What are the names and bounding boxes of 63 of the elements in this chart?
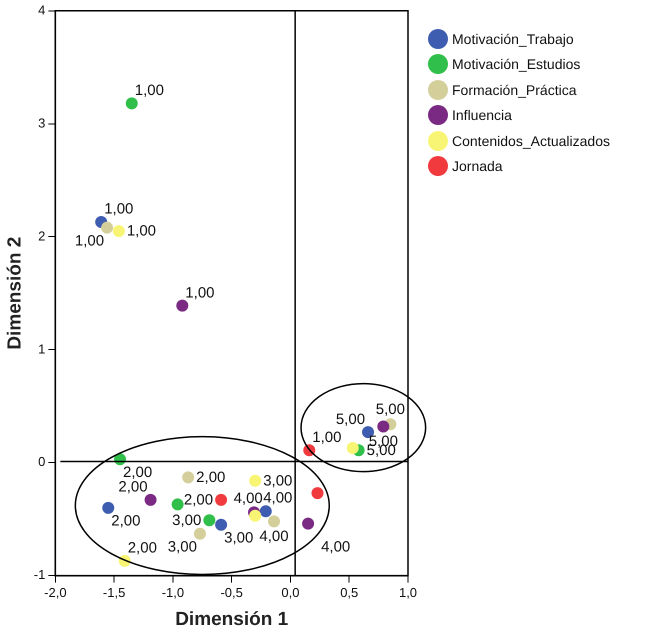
annotation: 3,00 <box>224 529 254 546</box>
annotation: 2,00 <box>118 478 148 496</box>
legend-label: Motivación_Estudios <box>452 56 580 72</box>
x-tick-label: 1,0 <box>398 584 418 600</box>
annotation: 1,00 <box>134 82 164 100</box>
point <box>172 498 184 510</box>
point <box>112 225 125 238</box>
x-tick-label: -0,5 <box>220 584 243 600</box>
annotation: 2,00 <box>196 468 226 486</box>
annotation: 3,00 <box>263 472 292 490</box>
x-axis-title: Dimensión 1 <box>175 608 289 630</box>
annotation: 4,00 <box>263 489 292 506</box>
annotation: 5,00 <box>336 410 366 428</box>
annotation: 2,00 <box>128 540 157 557</box>
x-tick-label: -2,0 <box>44 584 67 600</box>
point <box>377 420 390 432</box>
point <box>102 502 114 514</box>
legend-label: Contenidos_Actualizados <box>452 132 610 149</box>
y-tick-label: -1 <box>34 567 46 582</box>
legend-label: Influencia <box>452 107 512 124</box>
point <box>268 515 280 528</box>
annotation: 1,00 <box>104 200 134 218</box>
annotation: 4,00 <box>259 528 289 546</box>
point <box>203 514 216 526</box>
point <box>194 528 206 540</box>
point <box>144 494 157 506</box>
x-tick-label: -1,5 <box>102 584 126 600</box>
point <box>249 510 262 522</box>
y-tick-label: 3 <box>38 115 46 130</box>
point <box>101 222 114 234</box>
annotation: 3,00 <box>168 538 197 556</box>
point <box>311 487 324 500</box>
point <box>126 97 138 110</box>
y-tick-label: 4 <box>38 2 46 18</box>
y-tick-label: 0 <box>38 454 46 470</box>
point <box>249 474 262 487</box>
legend-label: Motivación_Trabajo <box>452 30 574 47</box>
annotation: 2,00 <box>184 492 214 509</box>
annotation: 2,00 <box>111 512 140 530</box>
legend-label: Jornada <box>452 158 503 174</box>
point <box>215 494 228 506</box>
x-tick-label: 0,0 <box>281 584 300 600</box>
point <box>215 518 228 531</box>
annotation: 4,00 <box>321 538 350 556</box>
annotation: 1,00 <box>312 428 342 446</box>
annotation: 1,00 <box>74 232 104 250</box>
point <box>182 471 194 484</box>
annotation: 2,00 <box>123 464 152 481</box>
annotation: 5,00 <box>376 400 405 418</box>
point <box>346 442 359 454</box>
x-tick-label: -1,0 <box>162 584 184 600</box>
y-tick-label: 1 <box>38 341 46 356</box>
annotation: 3,00 <box>172 512 202 529</box>
y-axis-title: Dimensión 2 <box>4 236 26 350</box>
point <box>176 300 188 312</box>
legend-label: Formación_Práctica <box>452 82 576 98</box>
annotation: 4,00 <box>234 490 263 507</box>
x-tick-label: 0,5 <box>340 584 358 600</box>
y-tick-label: 2 <box>38 228 46 244</box>
annotation: 1,00 <box>185 284 215 302</box>
point <box>260 505 272 518</box>
point <box>302 518 314 530</box>
annotation: 1,00 <box>126 222 156 240</box>
